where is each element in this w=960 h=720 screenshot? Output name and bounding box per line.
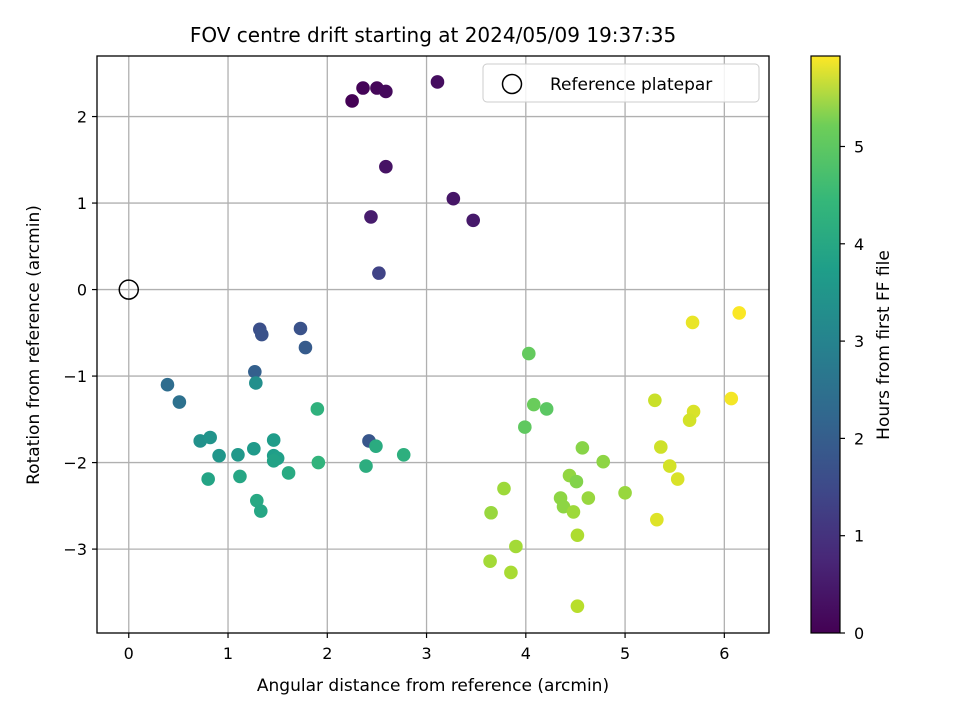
data-point: [396, 447, 411, 462]
data-point: [446, 191, 461, 206]
legend-entry: Reference platepar: [550, 75, 712, 95]
data-point: [281, 466, 296, 480]
data-point: [618, 486, 632, 500]
colorbar-tick-label: 0: [854, 624, 864, 643]
data-point: [570, 599, 585, 613]
data-point: [724, 391, 739, 406]
colorbar-tick-label: 4: [854, 235, 864, 254]
data-point: [732, 306, 747, 320]
x-tick-label: 5: [620, 644, 630, 663]
data-point: [484, 505, 498, 520]
data-points: [160, 75, 747, 613]
data-point: [662, 459, 677, 473]
data-point: [430, 75, 445, 89]
plot-frame: [96, 55, 770, 634]
x-axis-ticks: 0 1 2 3 4 5 6: [124, 633, 729, 663]
data-point: [310, 402, 325, 416]
data-point: [497, 481, 511, 496]
data-point: [575, 441, 590, 455]
y-tick-label: −2: [63, 454, 87, 473]
y-tick-label: 0: [77, 281, 87, 300]
x-tick-label: 6: [719, 644, 729, 663]
x-tick-label: 0: [124, 644, 134, 663]
data-point: [249, 376, 263, 390]
reference-marker: [118, 279, 140, 300]
colorbar-tick-label: 5: [854, 137, 864, 156]
data-point: [372, 266, 386, 280]
data-point: [254, 327, 269, 342]
data-point: [201, 472, 215, 486]
data-point: [569, 474, 584, 489]
data-point: [172, 395, 187, 409]
data-point: [526, 397, 541, 412]
data-point: [248, 364, 262, 379]
data-point: [369, 439, 383, 453]
colorbar-tick-label: 3: [854, 332, 864, 351]
data-point: [298, 340, 313, 355]
chart-title: FOV centre drift starting at 2024/05/09 …: [190, 23, 676, 47]
data-point: [266, 454, 281, 468]
x-tick-label: 1: [223, 644, 233, 663]
data-point: [670, 472, 685, 486]
data-point: [566, 505, 581, 519]
grid: [97, 56, 769, 633]
data-point: [293, 321, 308, 336]
y-tick-label: 2: [77, 108, 87, 127]
data-point: [345, 94, 359, 108]
colorbar-tick-label: 2: [854, 429, 864, 448]
x-axis-label: Angular distance from reference (arcmin): [257, 676, 609, 696]
y-axis-label: Rotation from reference (arcmin): [24, 205, 44, 485]
y-tick-label: −3: [63, 540, 87, 559]
data-point: [504, 565, 518, 580]
data-point: [466, 213, 481, 228]
colorbar: 0 1 2 3 4 5 Hours from first FF file: [810, 55, 894, 643]
data-point: [212, 448, 226, 463]
data-point: [359, 459, 373, 473]
x-tick-label: 3: [421, 644, 431, 663]
data-point: [160, 377, 175, 392]
y-tick-label: −1: [63, 367, 87, 386]
data-point: [356, 81, 370, 95]
data-point: [250, 493, 264, 508]
data-point: [247, 441, 261, 456]
y-tick-label: 1: [77, 194, 87, 213]
data-point: [253, 504, 268, 518]
data-point: [682, 413, 697, 427]
colorbar-tick-label: 1: [854, 527, 864, 546]
data-point: [518, 420, 532, 434]
legend-box: [482, 63, 760, 103]
data-point: [379, 159, 393, 174]
data-point: [266, 433, 281, 447]
colorbar-gradient: [810, 55, 841, 634]
x-tick-label: 4: [521, 644, 531, 663]
data-point: [654, 440, 668, 454]
x-tick-label: 2: [322, 644, 332, 663]
data-point: [596, 454, 611, 469]
data-point: [379, 84, 393, 99]
colorbar-ticks: 0 1 2 3 4 5: [840, 137, 864, 643]
data-point: [364, 210, 378, 224]
data-point: [483, 554, 497, 568]
data-point: [570, 528, 585, 543]
data-point: [231, 447, 245, 462]
data-point: [685, 315, 700, 330]
data-point: [539, 402, 554, 416]
y-axis-ticks: −3 −2 −1 0 1 2: [63, 108, 97, 559]
data-point: [203, 430, 217, 445]
legend-marker: [501, 73, 523, 95]
data-point: [521, 346, 536, 361]
data-point: [650, 512, 664, 527]
legend: Reference platepar: [482, 63, 760, 103]
data-point: [509, 539, 523, 554]
colorbar-label: Hours from first FF file: [874, 250, 894, 440]
data-point: [648, 393, 662, 408]
data-point: [233, 469, 247, 484]
data-point: [311, 455, 326, 470]
data-point: [581, 491, 596, 505]
